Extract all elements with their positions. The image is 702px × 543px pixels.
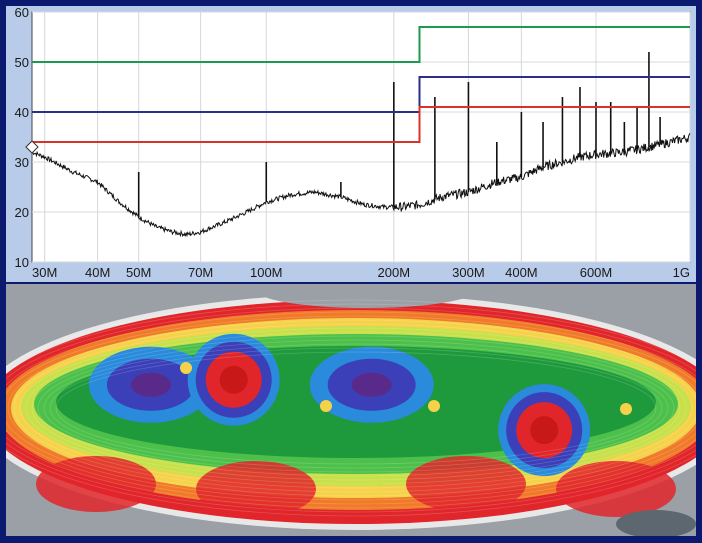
y-tick-label: 30 bbox=[15, 155, 29, 170]
y-tick-label: 10 bbox=[15, 255, 29, 270]
near-field-heatmap bbox=[6, 284, 696, 536]
hotspot-core-purple bbox=[351, 372, 392, 397]
lower-red-lobe bbox=[196, 461, 316, 517]
heatmap-plot bbox=[6, 284, 696, 536]
limit-line bbox=[32, 76, 690, 113]
x-tick-label: 400M bbox=[505, 265, 538, 280]
y-tick-label: 40 bbox=[15, 105, 29, 120]
y-tick-label: 20 bbox=[15, 205, 29, 220]
x-tick-label: 300M bbox=[452, 265, 485, 280]
marker-diamond bbox=[25, 140, 39, 154]
lower-red-lobe bbox=[556, 461, 676, 517]
contour-line bbox=[6, 307, 696, 509]
lower-red-lobe bbox=[36, 456, 156, 512]
contour-line bbox=[6, 315, 696, 501]
x-tick-label: 1G bbox=[673, 265, 690, 280]
contour-line bbox=[19, 327, 693, 489]
limit-line bbox=[32, 106, 690, 143]
contour-line bbox=[31, 335, 681, 481]
hotspot-core-purple bbox=[130, 372, 171, 397]
hotspot-core-deep-red bbox=[219, 365, 248, 394]
x-tick-label: 50M bbox=[126, 265, 151, 280]
contour-line bbox=[55, 351, 657, 465]
plot-area bbox=[31, 11, 691, 263]
contour-line bbox=[13, 323, 696, 493]
small-hotspot-dot bbox=[620, 403, 632, 415]
x-tick-label: 70M bbox=[188, 265, 213, 280]
x-tick-label: 30M bbox=[32, 265, 57, 280]
emission-spectrum-chart: 30M 40M 50M 70M 100M 200M 300M 400M 600M 1G 10 20 30… bbox=[6, 6, 696, 282]
x-tick-label: 100M bbox=[250, 265, 283, 280]
spectrum-plot: 30M 40M 50M 70M 100M 200M 300M 400M 600M 1G 10 20 30… bbox=[15, 6, 691, 280]
contour-line bbox=[6, 299, 696, 517]
contour-line bbox=[25, 331, 687, 485]
lower-red-lobe bbox=[406, 456, 526, 512]
small-hotspot-dot bbox=[180, 362, 192, 374]
contour-line bbox=[43, 343, 669, 473]
y-tick-label: 60 bbox=[15, 6, 29, 20]
contour-line bbox=[37, 339, 675, 477]
contour-line bbox=[49, 347, 663, 469]
limit-line bbox=[32, 26, 690, 63]
x-tick-label: 600M bbox=[580, 265, 613, 280]
contour-line bbox=[7, 319, 696, 497]
small-hotspot-dot bbox=[320, 400, 332, 412]
small-hotspot-dot bbox=[428, 400, 440, 412]
x-tick-label: 40M bbox=[85, 265, 110, 280]
top-grey-notch bbox=[256, 284, 476, 308]
corner-dark-patch bbox=[616, 510, 696, 536]
y-tick-label: 50 bbox=[15, 55, 29, 70]
contour-line bbox=[6, 311, 696, 505]
hotspot-core-deep-red bbox=[530, 416, 559, 445]
contour-line bbox=[6, 303, 696, 513]
x-tick-label: 200M bbox=[378, 265, 411, 280]
